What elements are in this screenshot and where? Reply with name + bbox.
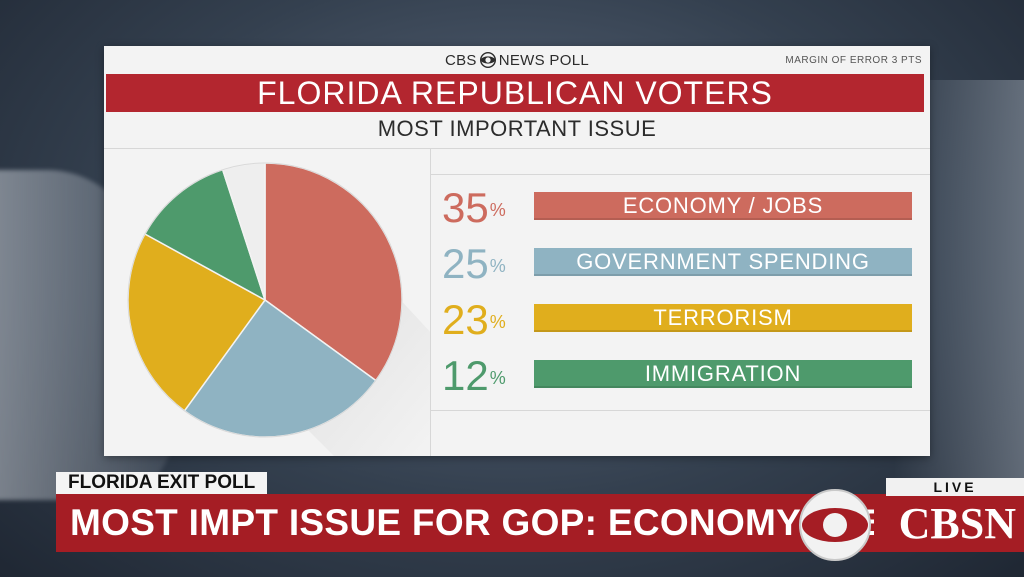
- chart-title: FLORIDA REPUBLICAN VOTERS: [106, 74, 924, 112]
- legend-percent-value: 35: [442, 184, 489, 231]
- grid-line: [430, 148, 431, 456]
- network-left: CBS: [445, 52, 477, 69]
- legend-percent-unit: %: [489, 200, 506, 220]
- legend-percent: 23%: [442, 298, 506, 342]
- legend-percent: 12%: [442, 354, 506, 398]
- margin-of-error: MARGIN OF ERROR 3 PTS: [785, 55, 922, 66]
- grid-line: [430, 410, 930, 411]
- legend-bar-label: TERRORISM: [534, 304, 912, 332]
- legend-bar-label: ECONOMY / JOBS: [534, 192, 912, 220]
- legend-percent: 25%: [442, 242, 506, 286]
- legend-percent: 35%: [442, 186, 506, 230]
- grid-line: [430, 174, 930, 175]
- legend-percent-value: 25: [442, 240, 489, 287]
- legend-percent-value: 23: [442, 296, 489, 343]
- chart-subtitle: MOST IMPORTANT ISSUE: [377, 116, 657, 141]
- poll-header: CBS NEWS POLL: [104, 51, 930, 72]
- legend-bar-label: IMMIGRATION: [534, 360, 912, 388]
- legend-percent-unit: %: [489, 312, 506, 332]
- network-right: NEWS POLL: [498, 52, 589, 69]
- pie-chart: [127, 162, 430, 456]
- legend-bar-label: GOVERNMENT SPENDING: [534, 248, 912, 276]
- live-badge: LIVE: [886, 478, 1024, 496]
- legend-percent-value: 12: [442, 352, 489, 399]
- legend-percent-unit: %: [489, 368, 506, 388]
- lower-third-headline: MOST IMPT ISSUE FOR GOP: ECONOMY/JOBS: [56, 494, 918, 552]
- cbs-eye-logo-icon: [799, 489, 871, 561]
- lower-third-tag: FLORIDA EXIT POLL: [56, 472, 268, 494]
- cbsn-logo-text: CBSN: [874, 496, 1024, 552]
- grid-line: [104, 148, 930, 149]
- legend-percent-unit: %: [489, 256, 506, 276]
- poll-card: CBS NEWS POLL MARGIN OF ERROR 3 PTS FLORI…: [104, 46, 930, 456]
- cbs-eye-icon: [479, 51, 496, 72]
- pie-rim: [127, 162, 403, 438]
